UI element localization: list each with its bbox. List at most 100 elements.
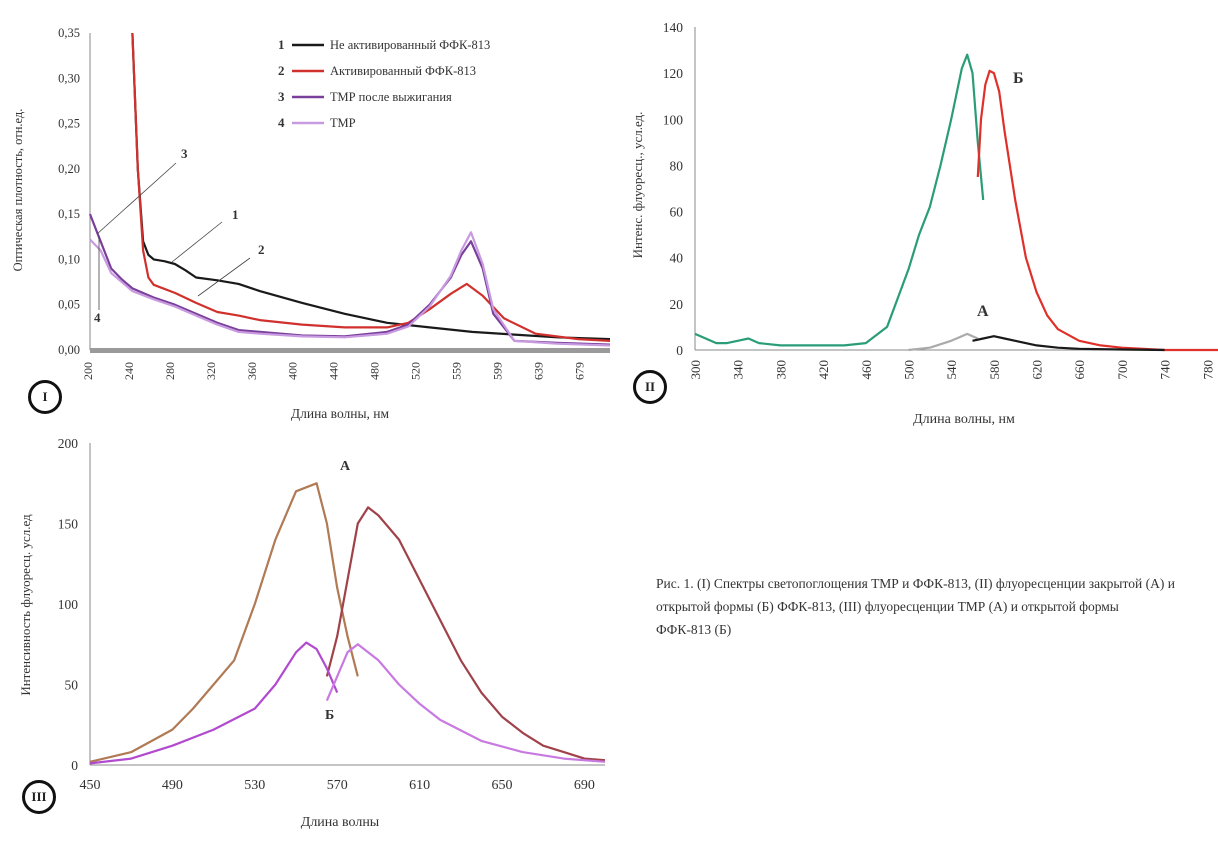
x-tick-label-2: 380 <box>773 360 788 380</box>
callout-label-1: 3 <box>181 146 188 161</box>
y-tick-label-1: 0,15 <box>58 207 80 221</box>
annotation-a-3: А <box>340 459 351 474</box>
fluorescence-chart-2: 0 20 40 60 80 100 120 140 300 340 380 420 460 500 540 5… <box>630 20 1218 427</box>
x-tick-label-2: 660 <box>1072 360 1087 380</box>
panel-3-series-line-4 <box>325 643 606 763</box>
y-tick-label-2: 0 <box>676 343 683 358</box>
panel-1-series-line-2 <box>131 32 611 342</box>
x-tick-label-2: 500 <box>901 360 916 380</box>
y-tick-label-3: 150 <box>58 517 79 532</box>
y-tick-label-2: 20 <box>670 297 684 312</box>
y-tick-label-1: 0,00 <box>58 343 80 357</box>
legend-label-1: ТМР <box>330 116 356 130</box>
x-axis-title-3: Длина волны <box>301 815 380 830</box>
fluorescence-chart-3: 0 50 100 150 200 450 490 530 570 610 650 690 Длина в… <box>18 436 606 830</box>
absorption-chart: 0,00 0,05 0,10 0,15 0,20 0,25 0,30 0,35 200 240 28… <box>11 26 611 421</box>
y-axis-title-2: Интенс. флуоресц., усл.ед. <box>630 112 645 259</box>
y-axis-title-3: Интенсивность флуоресц. усл.ед <box>18 514 33 696</box>
x-tick-label-3: 650 <box>492 778 513 793</box>
y-tick-label-1: 0,35 <box>58 26 80 40</box>
y-tick-label-1: 0,10 <box>58 252 80 266</box>
x-tick-label-3: 490 <box>162 778 183 793</box>
callout-label-1: 4 <box>94 310 101 325</box>
x-tick-label-2: 460 <box>859 360 874 380</box>
legend-label-1: Активированный ФФК-813 <box>330 64 476 78</box>
callout-label-1: 1 <box>232 207 239 222</box>
x-tick-label-1: 599 <box>490 362 504 380</box>
x-axis-title-1: Длина волны, нм <box>291 406 390 421</box>
x-tick-label-1: 280 <box>163 362 177 380</box>
legend-label-1: ТМР после выжигания <box>330 90 452 104</box>
panel-label-1: I <box>28 380 62 414</box>
legend-number-1: 4 <box>278 115 285 130</box>
chart-panel-2: 0 20 40 60 80 100 120 140 300 340 380 420 460 500 540 5… <box>620 0 1218 430</box>
x-tick-label-1: 679 <box>572 362 586 380</box>
annotation-a-2: А <box>977 303 989 320</box>
legend-number-1: 2 <box>278 63 285 78</box>
y-tick-label-2: 120 <box>663 66 684 81</box>
x-tick-label-3: 450 <box>80 778 101 793</box>
x-tick-label-2: 340 <box>731 360 746 380</box>
legend-number-1: 3 <box>278 89 285 104</box>
x-tick-label-1: 240 <box>122 362 136 380</box>
panel-label-2: II <box>633 370 667 404</box>
y-tick-label-3: 100 <box>58 597 79 612</box>
panel-1-series-line-3 <box>88 213 611 346</box>
x-tick-label-1: 639 <box>531 362 545 380</box>
x-tick-label-2: 540 <box>944 360 959 380</box>
panel-1-series-line-4 <box>89 231 611 347</box>
x-tick-label-3: 610 <box>409 778 430 793</box>
y-tick-label-1: 0,25 <box>58 117 80 131</box>
y-tick-label-2: 140 <box>663 20 684 35</box>
x-tick-label-2: 700 <box>1115 360 1130 380</box>
x-tick-label-2: 300 <box>688 360 703 380</box>
x-tick-label-1: 360 <box>245 362 259 380</box>
x-tick-label-1: 440 <box>327 362 341 380</box>
panel-2-series-line-1 <box>694 53 985 347</box>
panel-label-3: III <box>22 780 56 814</box>
x-axis-title-2: Длина волны, нм <box>913 412 1015 427</box>
x-tick-label-2: 620 <box>1030 360 1045 380</box>
panel-3-series-line-3 <box>89 641 339 765</box>
y-axis-title-1: Оптическая плотность, отн.ед. <box>11 109 25 272</box>
y-tick-label-1: 0,30 <box>58 71 80 85</box>
x-tick-label-3: 690 <box>574 778 595 793</box>
callout-line-1 <box>96 162 177 235</box>
legend-label-1: Не активированный ФФК-813 <box>330 38 490 52</box>
callout-label-1: 2 <box>258 242 265 257</box>
y-tick-label-3: 0 <box>71 758 78 773</box>
x-tick-label-2: 780 <box>1200 360 1215 380</box>
y-tick-label-2: 80 <box>670 158 684 173</box>
x-tick-label-1: 559 <box>450 362 464 380</box>
x-tick-label-1: 400 <box>286 362 300 380</box>
y-tick-label-1: 0,20 <box>58 162 80 176</box>
annotation-b-2: Б <box>1013 70 1024 87</box>
x-tick-label-3: 530 <box>244 778 265 793</box>
panel-2-series-line-2 <box>976 69 1218 352</box>
chart-panel-3: 0 50 100 150 200 450 490 530 570 610 650 690 Длина в… <box>0 430 620 841</box>
x-tick-label-1: 320 <box>204 362 218 380</box>
y-tick-label-2: 40 <box>670 251 684 266</box>
x-tick-label-1: 200 <box>81 362 95 380</box>
y-tick-label-3: 200 <box>58 436 79 451</box>
y-tick-label-2: 100 <box>663 112 684 127</box>
x-tick-label-3: 570 <box>327 778 348 793</box>
x-axis-1 <box>90 348 610 353</box>
legend-number-1: 1 <box>278 37 285 52</box>
callout-line-1 <box>171 221 223 263</box>
callout-line-1 <box>197 257 251 297</box>
panel-2-series-line-3 <box>908 332 979 352</box>
y-tick-label-1: 0,05 <box>58 298 80 312</box>
x-tick-label-2: 420 <box>816 360 831 380</box>
y-tick-label-3: 50 <box>65 678 79 693</box>
x-tick-label-2: 580 <box>987 360 1002 380</box>
x-tick-label-2: 740 <box>1158 360 1173 380</box>
figure-caption: Рис. 1. (I) Спектры светопоглощения ТМР … <box>656 576 1175 637</box>
annotation-b-3: Б <box>325 708 334 723</box>
chart-panel-1: 0,00 0,05 0,10 0,15 0,20 0,25 0,30 0,35 200 240 28… <box>0 0 620 430</box>
panel-2-series-line-4 <box>972 335 1165 352</box>
x-tick-label-1: 480 <box>368 362 382 380</box>
panel-3-series-line-1 <box>89 482 359 763</box>
panel-3-series-line-2 <box>325 506 606 762</box>
panel-1-series-line-1 <box>131 32 611 341</box>
